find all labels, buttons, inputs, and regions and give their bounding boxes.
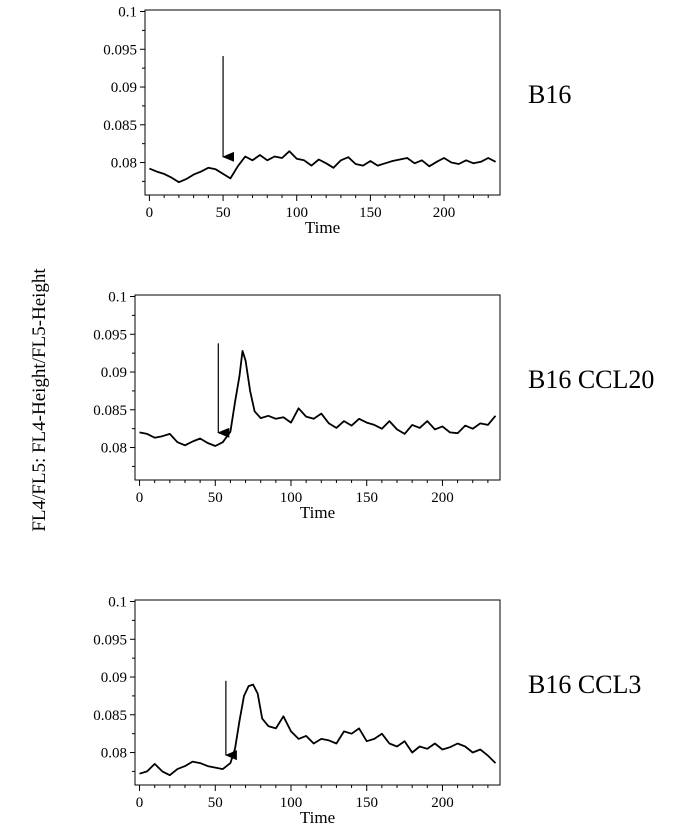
x-tick-label: 100 — [280, 490, 303, 506]
x-tick-label: 200 — [431, 490, 454, 506]
x-axis-title: Time — [300, 503, 335, 522]
y-tick-label: 0.1 — [108, 595, 127, 611]
panel-label: B16 CCL20 — [528, 365, 654, 394]
y-tick-label: 0.08 — [101, 746, 127, 762]
chart-panel-3: 0.08 0.085 0.09 0.095 0.1 0 50 100 150 200 Time B16… — [93, 595, 641, 825]
y-tick-label: 0.1 — [108, 290, 127, 306]
x-tick-label: 100 — [280, 795, 303, 811]
x-tick-label: 100 — [285, 205, 308, 221]
x-axis-title: Time — [300, 808, 335, 825]
series-line — [139, 683, 497, 777]
y-tick-label: 0.08 — [101, 441, 127, 457]
x-tick-label: 50 — [208, 795, 223, 811]
panel-label: B16 — [528, 80, 571, 109]
x-tick-label: 200 — [431, 795, 454, 811]
chart-panel-1: 0.08 0.085 0.09 0.095 0.1 0 50 100 150 200 Time B16 — [103, 5, 571, 237]
series-line — [149, 150, 497, 184]
x-tick-label: 0 — [136, 795, 144, 811]
y-tick-label: 0.095 — [103, 42, 137, 58]
x-tick-label: 50 — [216, 205, 231, 221]
y-tick-label: 0.085 — [93, 403, 127, 419]
x-tick-label: 150 — [355, 490, 378, 506]
plot-frame — [134, 294, 501, 481]
y-tick-label: 0.095 — [93, 632, 127, 648]
y-tick-label: 0.09 — [111, 80, 137, 96]
panel-label: B16 CCL3 — [528, 670, 641, 699]
y-tick-label: 0.08 — [111, 156, 137, 172]
x-axis-title: Time — [305, 218, 340, 237]
y-tick-label: 0.095 — [93, 327, 127, 343]
chart-panels: 0.08 0.085 0.09 0.095 0.1 0 50 100 150 200 Time B16… — [93, 5, 654, 825]
x-tick-label: 200 — [433, 205, 456, 221]
x-tick-label: 150 — [355, 795, 378, 811]
plot-frame — [144, 9, 501, 196]
y-tick-label: 0.09 — [101, 365, 127, 381]
x-tick-label: 50 — [208, 490, 223, 506]
y-tick-label: 0.085 — [93, 708, 127, 724]
chart-panel-2: 0.08 0.085 0.09 0.095 0.1 0 50 100 150 200 Time B16… — [93, 290, 654, 522]
series-line — [139, 350, 497, 447]
y-tick-label: 0.1 — [118, 5, 137, 21]
x-tick-label: 0 — [146, 205, 154, 221]
y-tick-label: 0.09 — [101, 670, 127, 686]
x-tick-label: 150 — [359, 205, 382, 221]
plot-frame — [134, 599, 501, 786]
y-tick-label: 0.085 — [103, 118, 137, 134]
shared-y-axis-label: FL4/FL5: FL4-Height/FL5-Height — [29, 268, 50, 532]
x-tick-label: 0 — [136, 490, 144, 506]
